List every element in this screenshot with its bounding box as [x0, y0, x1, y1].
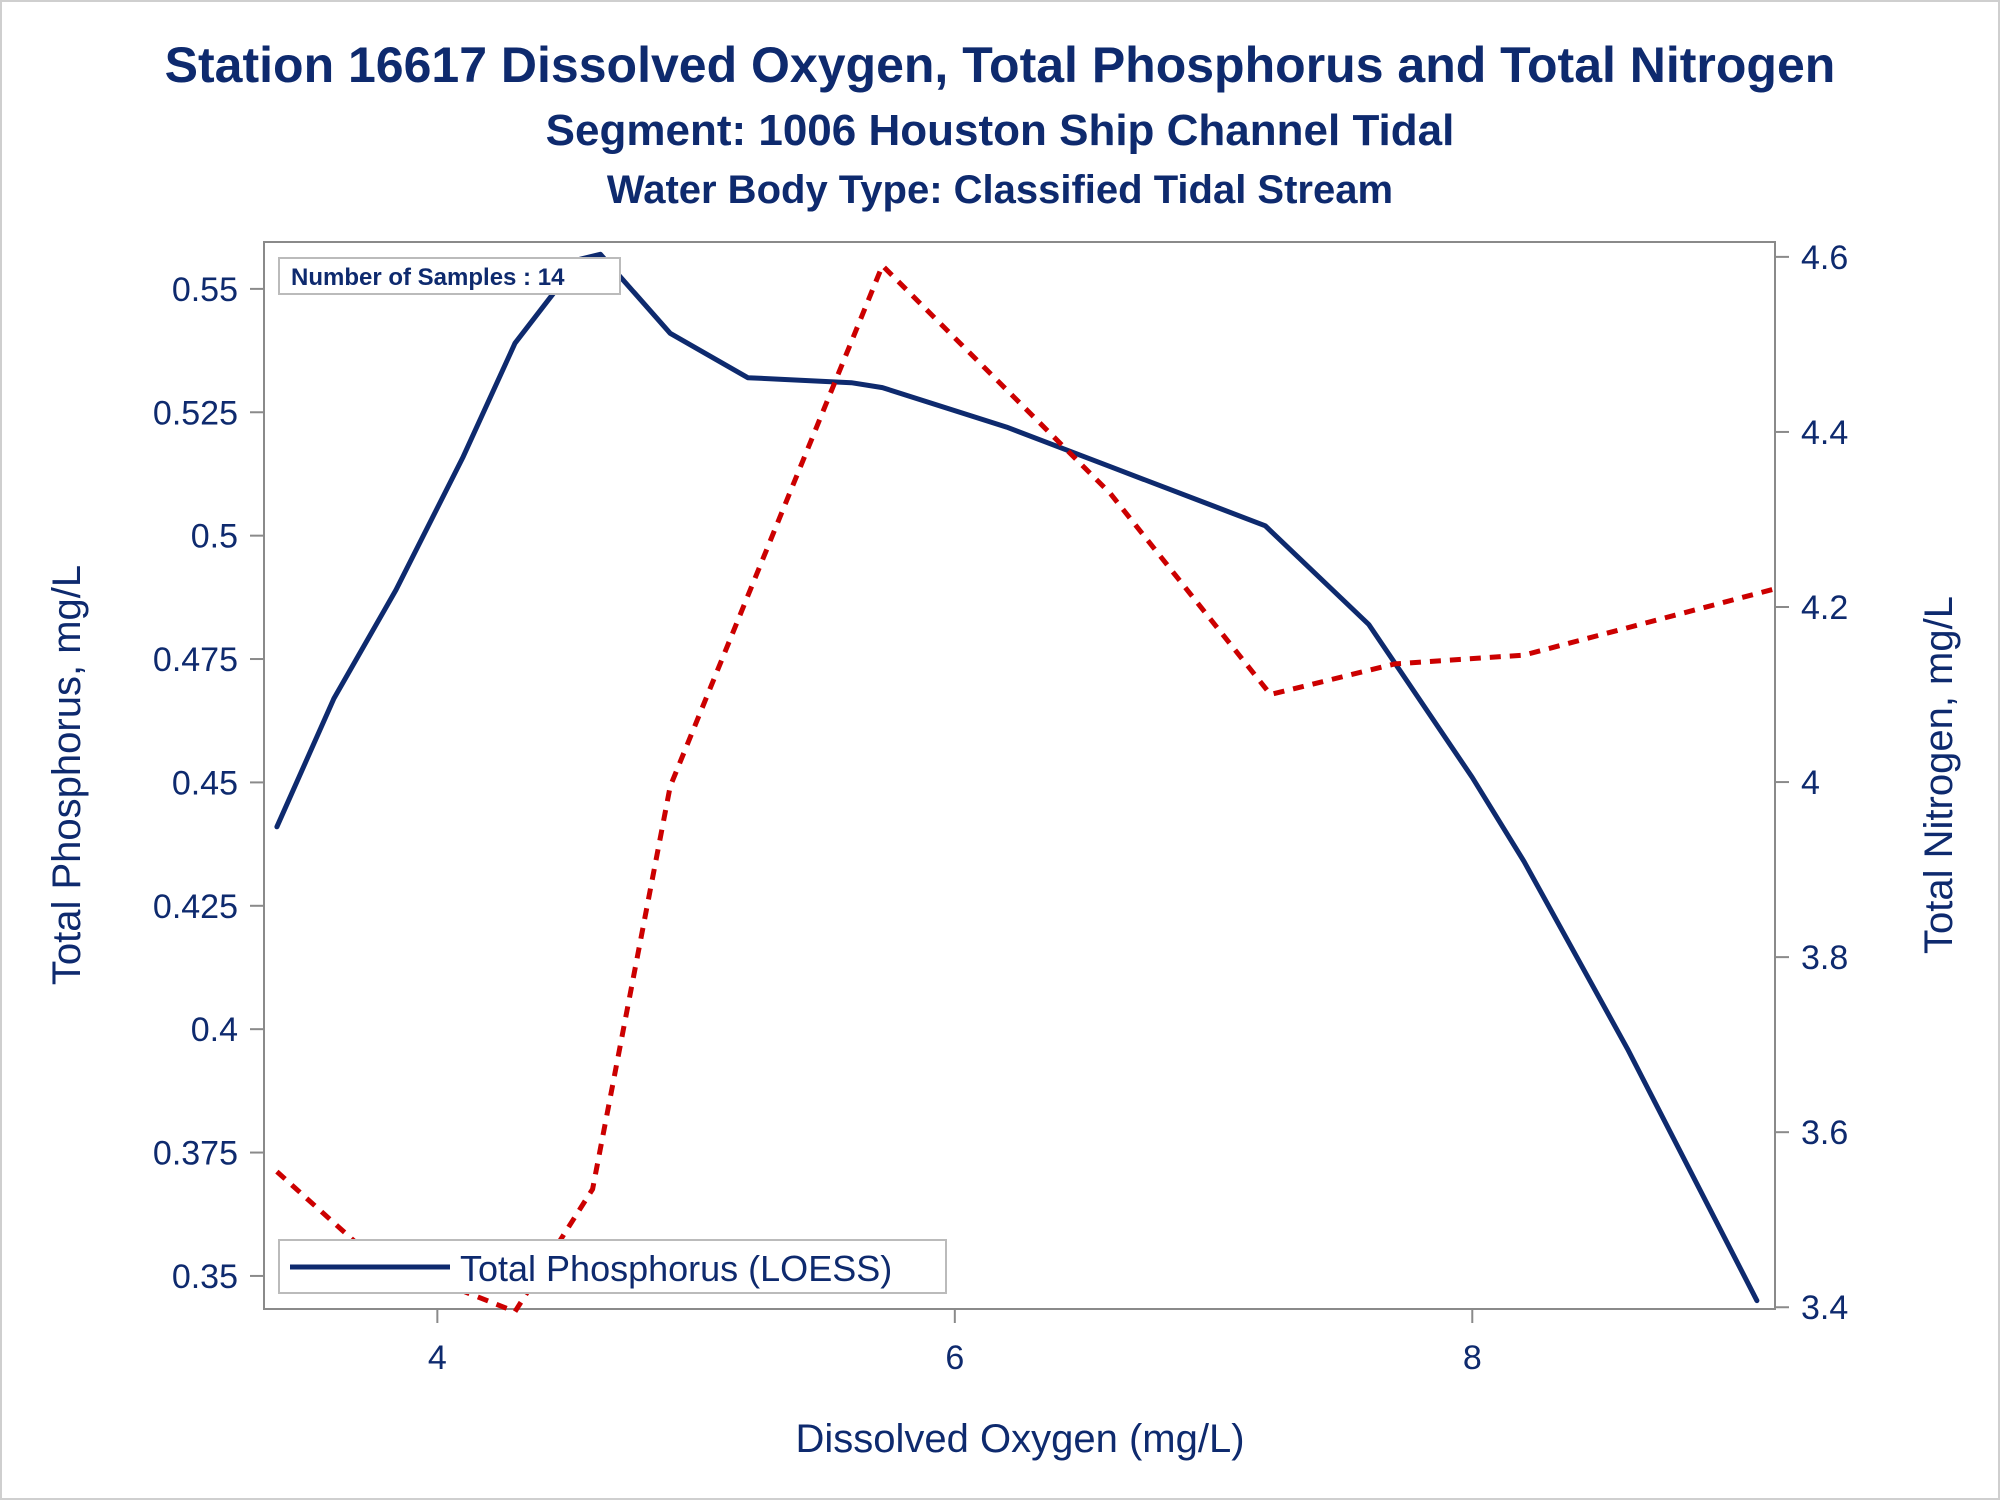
chart-title: Station 16617 Dissolved Oxygen, Total Ph… — [164, 37, 1836, 93]
y-left-tick-label: 0.4 — [191, 1011, 238, 1049]
chart-subtitle-waterbody: Water Body Type: Classified Tidal Stream — [606, 168, 1394, 212]
legend-label-total-phosphorus: Total Phosphorus (LOESS) — [460, 1248, 892, 1289]
series-line-total-phosphorus — [274, 251, 1760, 1304]
y-right-tick-label: 4.6 — [1801, 239, 1848, 277]
plot-area — [263, 241, 1776, 1310]
legend: Total Phosphorus (LOESS) — [278, 1239, 947, 1294]
sample-count-label: Number of Samples : 14 — [291, 264, 565, 291]
y-axis-right: 3.4 3.6 3.8 4 4.2 4.4 4.6 — [1775, 239, 1848, 1327]
y-left-tick-label: 0.375 — [153, 1135, 238, 1173]
x-tick-label: 8 — [1463, 1339, 1482, 1377]
y-right-tick-label: 3.4 — [1801, 1289, 1848, 1327]
y-axis-left: 0.35 0.375 0.4 0.425 0.45 0.475 0.5 0.525 0.55 — [153, 271, 264, 1296]
x-tick-label: 6 — [945, 1339, 964, 1377]
y-right-tick-label: 4.2 — [1801, 589, 1848, 627]
x-axis: 4 6 8 — [428, 1309, 1482, 1377]
x-axis-label: Dissolved Oxygen (mg/L) — [795, 1417, 1244, 1461]
y-axis-right-label: Total Nitrogen, mg/L — [1917, 596, 1961, 954]
y-left-tick-label: 0.55 — [172, 271, 238, 309]
y-left-tick-label: 0.45 — [172, 764, 238, 802]
y-left-tick-label: 0.5 — [191, 518, 238, 556]
series-line-total-nitrogen — [275, 263, 1774, 1315]
y-left-tick-label: 0.525 — [153, 394, 238, 432]
chart-subtitle-segment: Segment: 1006 Houston Ship Channel Tidal — [545, 106, 1455, 155]
x-tick-label: 4 — [428, 1339, 447, 1377]
series-layer — [274, 251, 1774, 1315]
y-left-tick-label: 0.475 — [153, 641, 238, 679]
sample-count-box: Number of Samples : 14 — [278, 257, 621, 295]
y-right-tick-label: 4.4 — [1801, 414, 1848, 452]
y-right-tick-label: 3.6 — [1801, 1114, 1848, 1152]
y-left-tick-label: 0.35 — [172, 1258, 238, 1296]
y-right-tick-label: 3.8 — [1801, 939, 1848, 977]
y-left-tick-label: 0.425 — [153, 888, 238, 926]
y-right-tick-label: 4 — [1801, 764, 1820, 802]
y-axis-left-label: Total Phosphorus, mg/L — [45, 565, 89, 985]
